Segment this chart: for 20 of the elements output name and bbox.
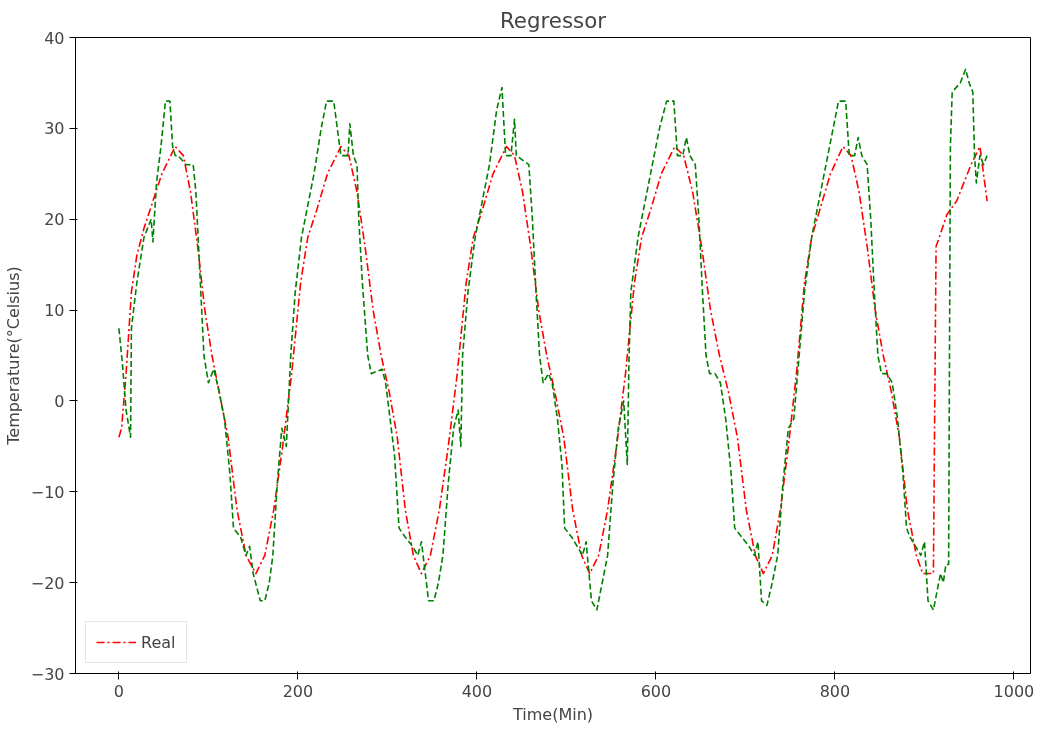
x-tick-label: 600 <box>640 681 672 701</box>
y-axis-title: Temperature(°Celsius) <box>3 266 23 446</box>
x-tick-label: 0 <box>113 681 125 701</box>
x-tick-label: 200 <box>282 681 314 701</box>
y-tick-label: 30 <box>44 119 65 139</box>
legend-label: Real <box>141 632 176 652</box>
x-axis-title: Time(Min) <box>511 704 594 724</box>
y-tick-label: 40 <box>44 28 65 48</box>
y-tick-label: 10 <box>44 301 65 321</box>
x-tick-label: 400 <box>461 681 493 701</box>
x-tick-label: 1000 <box>993 681 1035 701</box>
y-tick-label: −10 <box>30 482 65 502</box>
y-tick-label: −20 <box>30 573 65 593</box>
chart-title: Regressor <box>500 7 607 33</box>
line-series <box>118 145 988 575</box>
y-tick-label: 20 <box>44 210 65 230</box>
line-series <box>118 68 988 611</box>
y-tick-label: 0 <box>54 391 65 411</box>
y-tick-label: −30 <box>30 664 65 684</box>
x-tick-label: 800 <box>819 681 851 701</box>
